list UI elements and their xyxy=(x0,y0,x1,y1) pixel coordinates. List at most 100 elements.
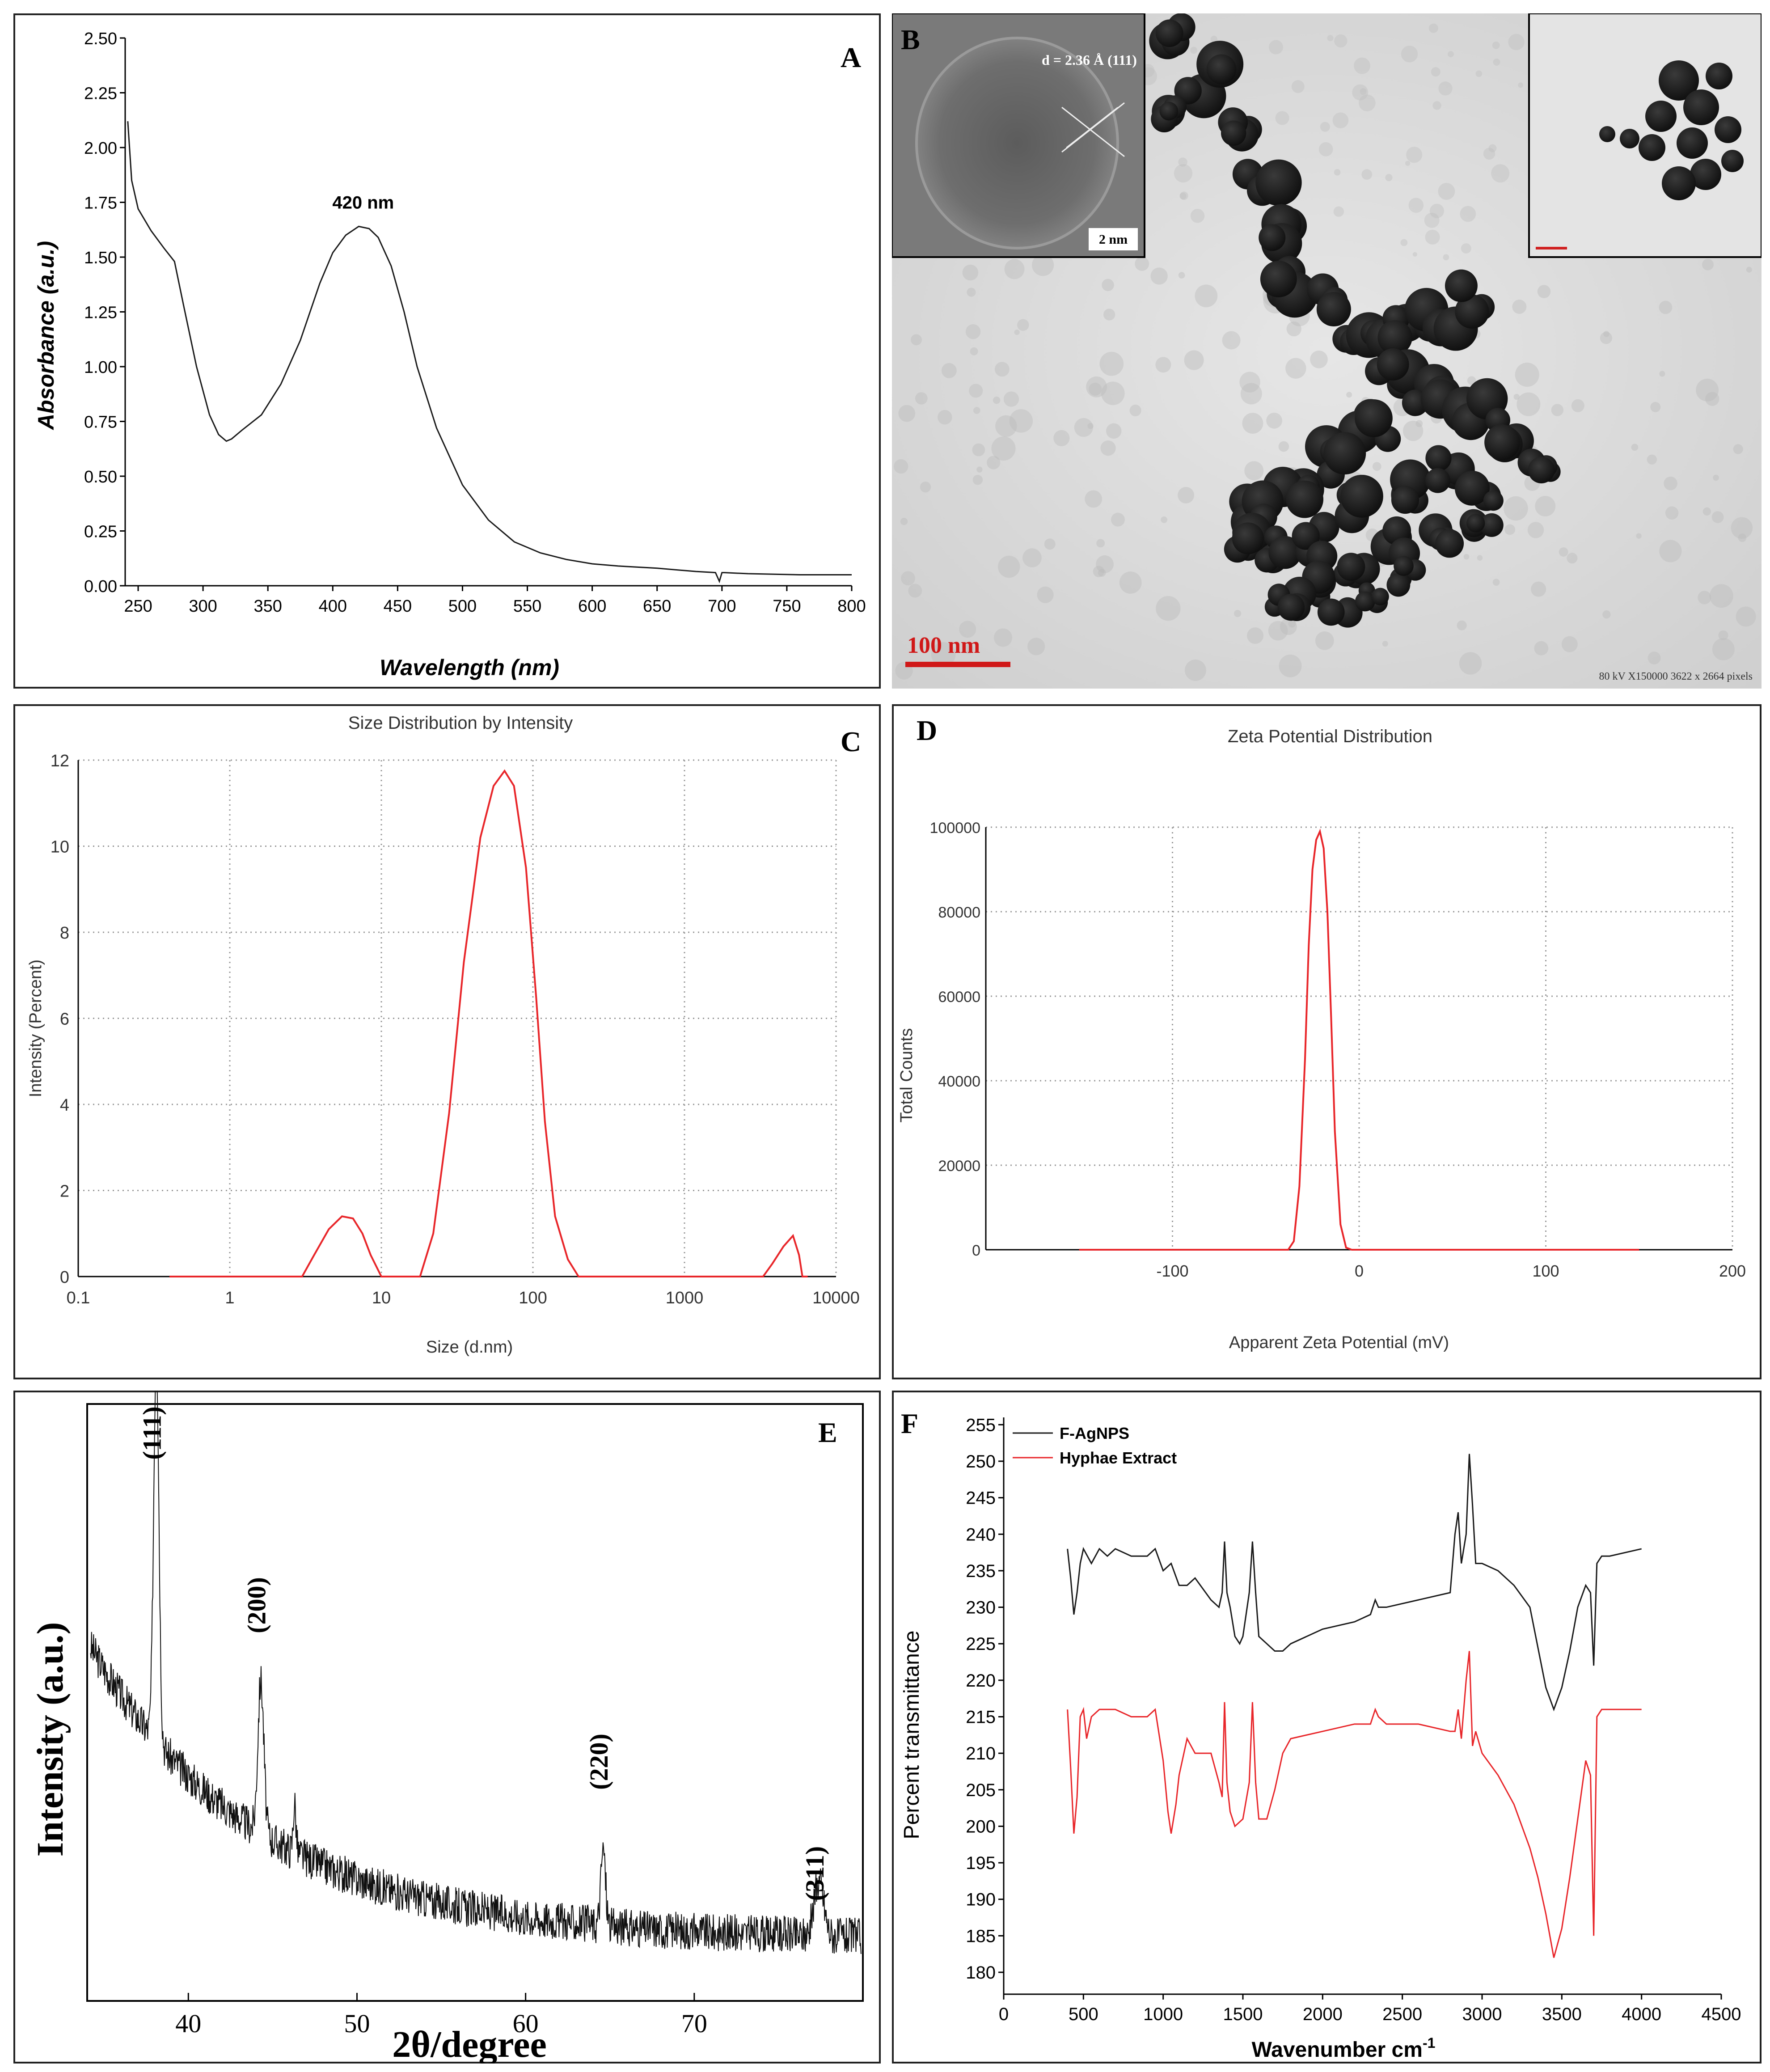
panel-letter-c: C xyxy=(841,726,861,757)
nanoparticle-cluster xyxy=(1149,13,1561,628)
y-axis-label: Intensity (a.u.) xyxy=(30,1622,71,1856)
y-axis-label: Total Counts xyxy=(897,1028,916,1122)
y-tick-label: 180 xyxy=(966,1963,996,1983)
y-tick-label: 2.25 xyxy=(84,85,117,103)
x-axis-label: Wavenumber cm-1 xyxy=(1252,2035,1436,2062)
y-tick-label: 205 xyxy=(966,1780,996,1800)
y-tick-label: 8 xyxy=(60,924,69,943)
y-tick-label: 215 xyxy=(966,1707,996,1727)
y-tick-label: 235 xyxy=(966,1561,996,1581)
intensity-line xyxy=(169,769,808,1277)
x-tick-label: 1500 xyxy=(1223,2004,1263,2024)
peak-label: (311) xyxy=(800,1846,829,1901)
x-axis-label: Wavelength (nm) xyxy=(380,655,559,680)
peak-annotation: 420 nm xyxy=(332,193,394,212)
x-tick-label: 500 xyxy=(1069,2004,1098,2024)
x-tick-label: 100 xyxy=(519,1289,547,1307)
y-tick-label: 245 xyxy=(966,1488,996,1508)
chart-title: Zeta Potential Distribution xyxy=(1228,727,1432,746)
y-tick-label: 0.25 xyxy=(84,523,117,541)
peak-label: (111) xyxy=(138,1406,167,1459)
x-tick-label: 500 xyxy=(448,597,477,616)
ftir-line-0 xyxy=(1067,1454,1642,1712)
panel-d: D Zeta Potential Distribution 0 20000 4000… xyxy=(892,704,1762,1379)
tem-micrograph: d = 2.36 Å (111) 2 nm 100 nm 80 kV X1500… xyxy=(891,13,1762,689)
zeta-potential-chart: D Zeta Potential Distribution 0 20000 4000… xyxy=(892,704,1762,1379)
y-tick-label: 4 xyxy=(60,1096,69,1115)
y-tick-label: 195 xyxy=(966,1853,996,1873)
panel-b: d = 2.36 Å (111) 2 nm 100 nm 80 kV X1500… xyxy=(891,13,1762,689)
panel-letter-d: D xyxy=(917,715,937,746)
x-tick-label: 650 xyxy=(643,597,671,616)
panel-a: A 0.00 0.25 0.50 0.75 1.00 1.25 1.50 1.75 2.00 2.… xyxy=(13,13,881,689)
chart-title: Size Distribution by Intensity xyxy=(348,713,573,733)
background-specks xyxy=(894,23,1756,681)
x-tick-label: 10 xyxy=(372,1289,391,1307)
x-tick-label: 0.1 xyxy=(67,1289,90,1307)
y-tick-label: 0 xyxy=(60,1268,69,1287)
y-axis-label: Intensity (Percent) xyxy=(26,960,45,1097)
scale-bar-label: 100 nm xyxy=(907,633,980,658)
y-axis-label: Percent transmittance xyxy=(900,1631,924,1839)
x-tick-label: 70 xyxy=(681,2009,707,2038)
size-distribution-chart: C Size Distribution by Intensity 0246810… xyxy=(13,704,881,1379)
y-tick-label: 2 xyxy=(60,1182,69,1201)
xrd-chart: E 40 50 60 70 (111) (200) (220) (311) 2θ/degree… xyxy=(13,1362,881,2065)
peak-label: (220) xyxy=(584,1734,613,1790)
x-tick-label: 750 xyxy=(773,597,801,616)
x-tick-label: 550 xyxy=(513,597,541,616)
ftir-line-1 xyxy=(1067,1651,1642,1958)
x-tick-label: 200 xyxy=(1719,1262,1746,1280)
inset-scale-label: 2 nm xyxy=(1099,232,1128,247)
x-tick-label: 250 xyxy=(124,597,152,616)
y-tick-label: 40000 xyxy=(938,1073,980,1090)
hrtem-inset: d = 2.36 Å (111) 2 nm xyxy=(891,13,1145,258)
y-tick-label: 20000 xyxy=(938,1158,980,1175)
panel-letter-e: E xyxy=(818,1417,837,1448)
y-tick-label: 1.00 xyxy=(84,358,117,377)
y-tick-label: 60000 xyxy=(938,989,980,1006)
lattice-spacing-label: d = 2.36 Å (111) xyxy=(1042,52,1137,68)
x-tick-label: 1 xyxy=(225,1289,234,1307)
peak-label: (200) xyxy=(242,1577,271,1633)
x-tick-label: 700 xyxy=(708,597,736,616)
x-tick-label: 3000 xyxy=(1462,2004,1502,2024)
y-tick-label: 0.00 xyxy=(84,577,117,596)
x-tick-label: 3500 xyxy=(1542,2004,1582,2024)
y-tick-label: 210 xyxy=(966,1744,996,1763)
ftir-chart: F 180 185 190 195 200 205 210 215 220 225 230 235 24… xyxy=(892,1391,1762,2064)
y-tick-label: 100000 xyxy=(930,820,980,837)
scale-bar xyxy=(905,662,1010,667)
y-axis-label: Absorbance (a.u.) xyxy=(34,241,59,431)
uv-vis-chart: A 0.00 0.25 0.50 0.75 1.00 1.25 1.50 1.75 2.00 2.… xyxy=(13,13,881,689)
y-tick-label: 10 xyxy=(51,838,69,857)
x-tick-label: 10000 xyxy=(812,1289,860,1307)
x-axis-label: Size (d.nm) xyxy=(426,1338,513,1357)
y-tick-label: 255 xyxy=(966,1415,996,1435)
x-tick-label: 4500 xyxy=(1702,2004,1741,2024)
y-tick-label: 0 xyxy=(972,1242,980,1259)
panel-e: E 40 50 60 70 (111) (200) (220) (311) 2θ/degree… xyxy=(13,1362,881,2065)
x-tick-label: 40 xyxy=(175,2009,201,2038)
y-tick-label: 250 xyxy=(966,1452,996,1472)
y-tick-label: 220 xyxy=(966,1671,996,1691)
panel-a-border xyxy=(13,13,881,689)
x-tick-label: 100 xyxy=(1532,1262,1559,1280)
y-tick-label: 240 xyxy=(966,1525,996,1544)
panel-letter-f: F xyxy=(901,1408,918,1439)
legend-label: Hyphae Extract xyxy=(1060,1449,1177,1467)
y-tick-label: 1.50 xyxy=(84,249,117,267)
overview-inset xyxy=(1528,13,1762,258)
x-tick-label: -100 xyxy=(1156,1262,1188,1280)
counts-line xyxy=(1079,829,1639,1251)
y-tick-label: 185 xyxy=(966,1926,996,1946)
y-tick-label: 0.75 xyxy=(84,413,117,432)
panel-letter-b: B xyxy=(901,24,920,55)
x-tick-label: 0 xyxy=(999,2004,1009,2024)
x-tick-label: 50 xyxy=(344,2009,370,2038)
x-tick-label: 1000 xyxy=(1143,2004,1183,2024)
y-tick-label: 0.50 xyxy=(84,468,117,486)
y-tick-label: 1.75 xyxy=(84,194,117,213)
legend-label: F-AgNPS xyxy=(1060,1424,1129,1442)
x-tick-label: 1000 xyxy=(666,1289,704,1307)
